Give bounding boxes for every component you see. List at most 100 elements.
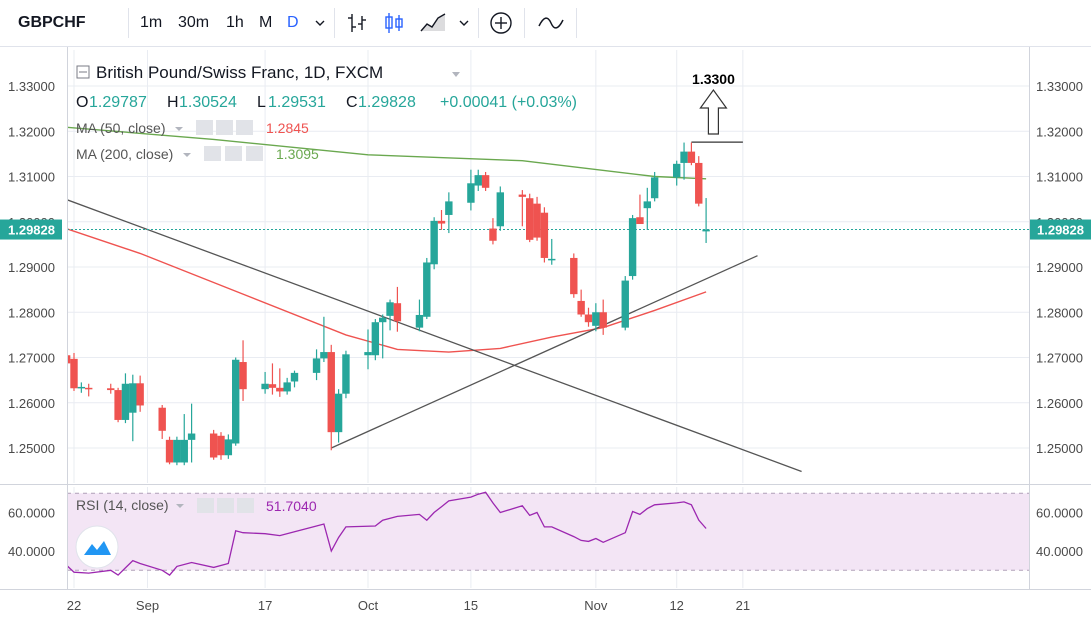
time-tick-label: 22 <box>67 598 81 613</box>
chevron-down-icon[interactable] <box>312 0 328 46</box>
legend-open: 1.29787 <box>89 94 147 111</box>
chevron-down-icon[interactable] <box>456 0 472 46</box>
close-icon[interactable] <box>246 146 263 161</box>
candle <box>114 387 122 423</box>
candle <box>592 303 600 332</box>
candle-body <box>481 175 490 188</box>
candle <box>276 368 284 397</box>
candle <box>77 382 86 393</box>
legend: British Pound/Swiss Franc, 1D, FXCM O 1.… <box>76 63 577 514</box>
ma50-value: 1.2845 <box>266 120 309 136</box>
up-arrow-icon <box>699 88 728 135</box>
chevron-down-icon[interactable] <box>183 153 191 157</box>
candle-body <box>276 387 284 392</box>
time-tick-label: 21 <box>736 598 750 613</box>
candle <box>232 357 240 446</box>
rsi-value: 51.7040 <box>266 498 317 514</box>
price-badge-right-text: 1.29828 <box>1037 223 1084 238</box>
candle <box>224 434 233 459</box>
candle-body <box>496 192 504 227</box>
symbol-search[interactable]: GBPCHF <box>18 14 86 31</box>
interval-1h[interactable]: 1h <box>226 14 244 31</box>
visibility-icon[interactable] <box>196 120 213 135</box>
target-annotation: 1.3300 <box>692 71 735 135</box>
candle <box>187 403 196 463</box>
price-tick-label-right: 1.31000 <box>1036 170 1083 185</box>
price-tick-label-left: 1.26000 <box>8 396 55 411</box>
collapse-legend-icon[interactable] <box>76 65 90 79</box>
legend-high: 1.30524 <box>179 94 237 111</box>
chevron-down-icon[interactable] <box>175 127 183 131</box>
candle <box>312 349 321 381</box>
rsi-tick-label-right: 40.0000 <box>1036 544 1083 559</box>
candle <box>445 192 453 234</box>
candle <box>437 209 446 230</box>
candle <box>290 370 299 388</box>
candle <box>673 160 681 186</box>
close-icon[interactable] <box>237 498 254 513</box>
price-tick-label-right: 1.27000 <box>1036 351 1083 366</box>
price-badge-left <box>0 219 62 240</box>
chart-toolbar: GBPCHF 1m 30m 1h M D <box>0 0 1091 47</box>
target-label: 1.3300 <box>692 71 735 87</box>
candle <box>85 383 93 397</box>
candle-style-icon[interactable] <box>382 0 406 46</box>
candle-body <box>114 390 122 420</box>
candle <box>687 142 696 166</box>
rsi-tick-label-left: 60.0000 <box>8 506 55 521</box>
candle <box>643 187 651 230</box>
candle <box>379 314 387 359</box>
candle <box>334 389 343 443</box>
candle-body <box>268 384 277 388</box>
candle <box>67 351 71 377</box>
legend-open-label: O <box>76 94 88 111</box>
visibility-icon[interactable] <box>197 498 214 513</box>
candle <box>217 432 225 460</box>
interval-1m[interactable]: 1m <box>140 14 163 31</box>
bar-style-icon[interactable] <box>345 0 369 46</box>
price-tick-label-left: 1.29000 <box>8 260 55 275</box>
indicators-wave-icon[interactable] <box>536 0 566 46</box>
candle-body <box>379 317 387 323</box>
candle <box>364 329 372 370</box>
tradingview-logo-icon[interactable] <box>75 525 119 569</box>
ascending-trendline <box>331 255 758 449</box>
candle <box>129 374 137 442</box>
area-style-icon[interactable] <box>418 0 448 46</box>
gear-icon[interactable] <box>216 120 233 135</box>
time-tick-label: Oct <box>358 598 379 613</box>
candle-body <box>77 386 86 389</box>
legend-title: British Pound/Swiss Franc, 1D, FXCM <box>96 63 383 82</box>
price-tick-label-left: 1.25000 <box>8 441 55 456</box>
gear-icon[interactable] <box>225 146 242 161</box>
price-tick-label-right: 1.33000 <box>1036 79 1083 94</box>
candle <box>474 169 482 191</box>
time-tick-label: Sep <box>136 598 159 613</box>
candle <box>268 363 277 395</box>
toolbar-divider <box>478 8 479 38</box>
price-chart[interactable]: 1.25000 1.25000 1.26000 1.26000 1.27000 1.270… <box>0 47 1091 622</box>
candle-body <box>680 151 688 163</box>
chevron-down-icon[interactable] <box>176 504 184 508</box>
candle-body <box>334 393 343 433</box>
interval-day[interactable]: D <box>287 14 299 31</box>
gear-icon[interactable] <box>217 498 234 513</box>
close-icon[interactable] <box>236 120 253 135</box>
visibility-icon[interactable] <box>204 146 221 161</box>
candle-body <box>129 383 137 413</box>
candle-body <box>584 314 593 323</box>
candle <box>107 383 115 394</box>
candle <box>423 257 431 320</box>
candle <box>570 253 578 298</box>
candle <box>584 307 593 327</box>
interval-month[interactable]: M <box>259 14 273 31</box>
plus-circle-icon[interactable] <box>488 0 514 46</box>
interval-30m[interactable]: 30m <box>178 14 210 31</box>
price-tick-label-left: 1.31000 <box>8 170 55 185</box>
candle <box>540 207 549 263</box>
candle-body <box>67 355 71 364</box>
chevron-down-icon[interactable] <box>452 72 460 77</box>
ma200-value: 1.3095 <box>276 146 319 162</box>
candle-body <box>342 354 350 394</box>
price-badge-right <box>1029 219 1091 240</box>
